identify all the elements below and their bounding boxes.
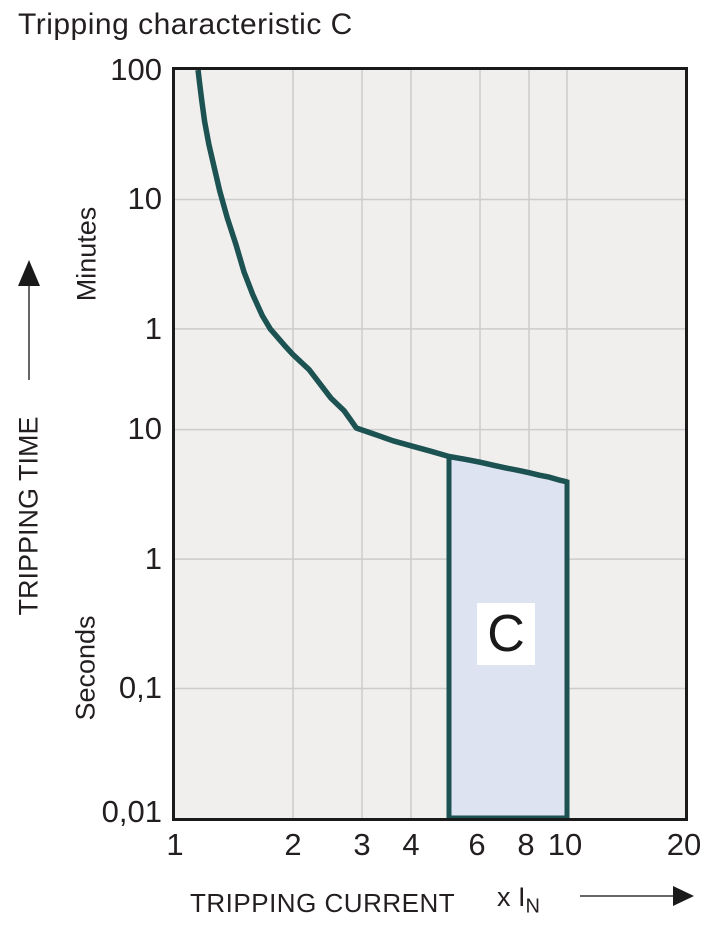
plot-area — [172, 67, 688, 821]
x-axis-title: TRIPPING CURRENT — [190, 888, 456, 918]
plot-border — [172, 67, 688, 821]
y-tick-label: 1 — [144, 311, 162, 346]
x-tick-label: 6 — [468, 827, 486, 862]
up-arrow-icon — [18, 260, 40, 380]
right-arrow-icon — [580, 886, 694, 906]
x-tick-label: 3 — [353, 827, 371, 862]
y-tick-label: 10 — [127, 411, 162, 446]
x-tick-label: 1 — [166, 827, 184, 862]
tripping-curve — [195, 69, 568, 485]
x-tick-label: 8 — [517, 827, 535, 862]
x-tick-label: 20 — [666, 827, 702, 862]
y-axis-title: TRIPPING TIME — [13, 416, 44, 616]
x-axis-unit: x IN — [497, 882, 540, 918]
y-tick-label: 1 — [144, 541, 162, 576]
region-label: C — [477, 603, 535, 665]
x-unit-subscript: N — [525, 895, 540, 918]
figure-title: Tripping characteristic C — [18, 8, 353, 41]
y-tick-label: 0,01 — [101, 794, 162, 829]
y-tick-label: 0,1 — [118, 670, 162, 705]
y-tick-label: 10 — [127, 181, 162, 216]
y-unit-minutes-label: Minutes — [71, 206, 102, 302]
plot-background — [175, 70, 685, 818]
y-tick-label: 100 — [110, 52, 162, 87]
x-tick-label: 10 — [547, 827, 583, 862]
x-tick-label: 4 — [402, 827, 420, 862]
x-tick-label: 2 — [284, 827, 302, 862]
y-unit-seconds-label: Seconds — [70, 615, 101, 721]
